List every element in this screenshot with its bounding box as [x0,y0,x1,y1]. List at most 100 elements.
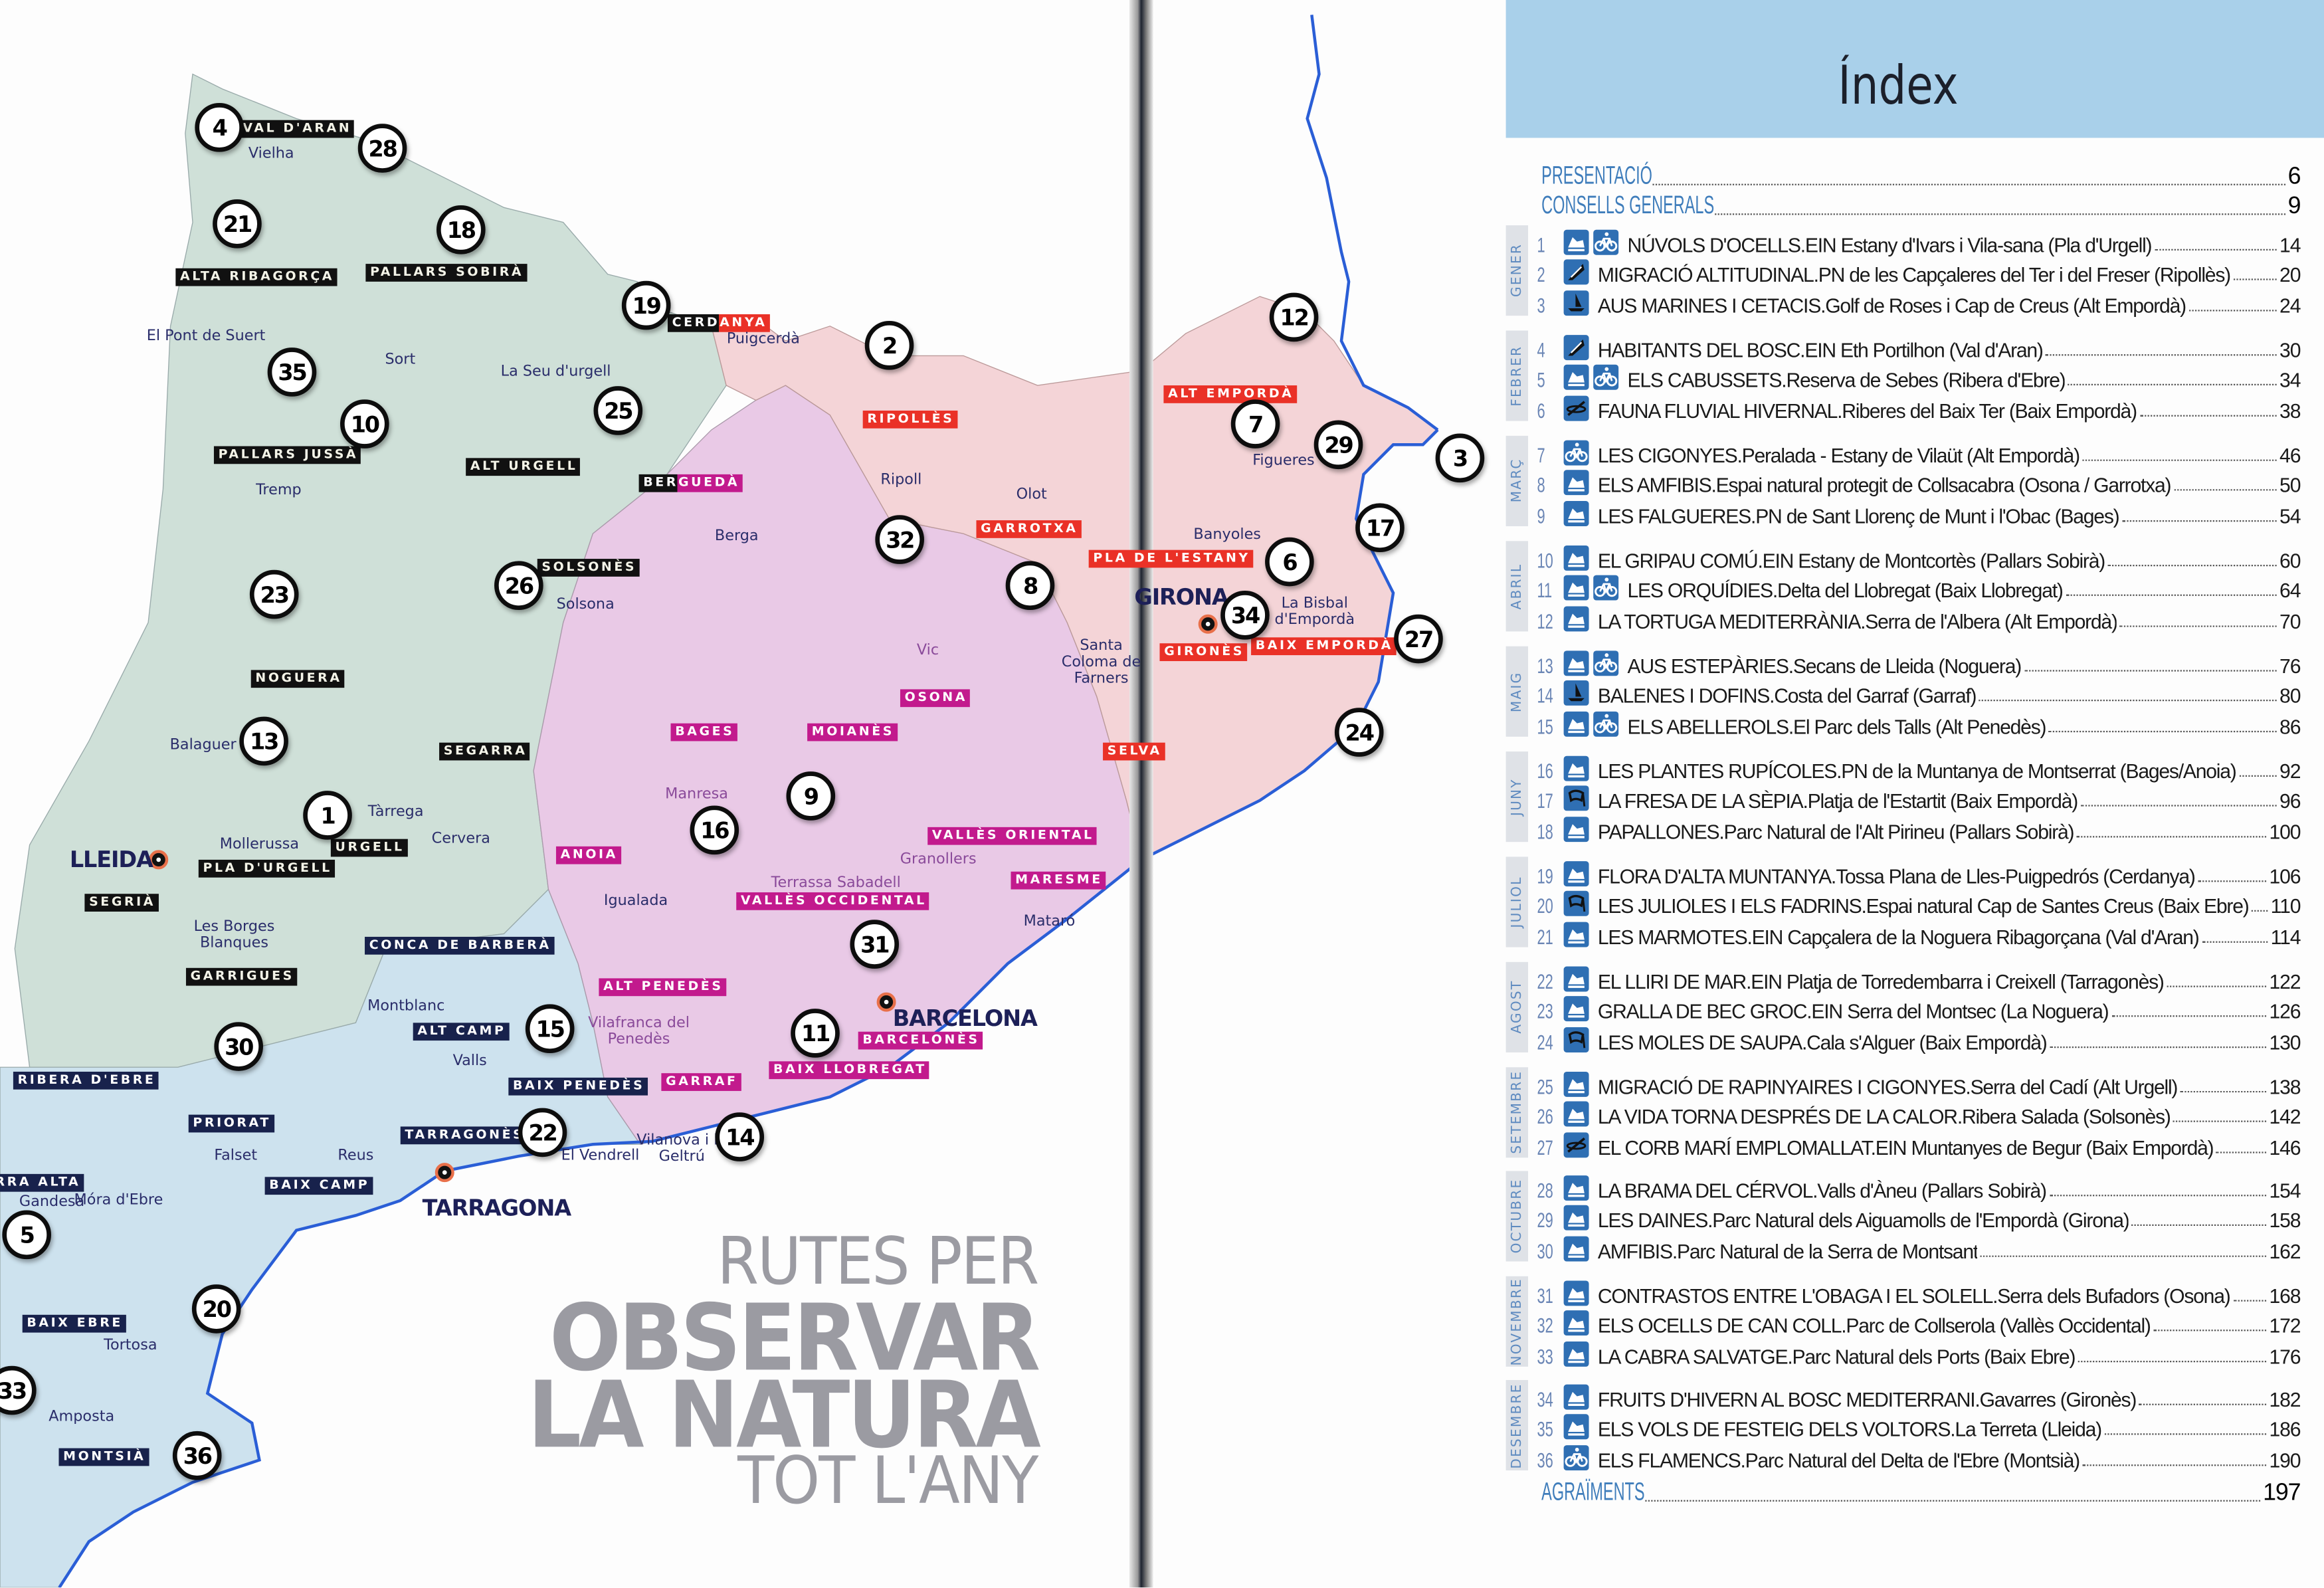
route-marker[interactable]: 30 [214,1022,263,1071]
boat-icon [1563,290,1589,316]
index-route-row[interactable]: 25 MIGRACIÓ DE RAPINYAIRES I CIGONYESSerr… [1537,1070,2301,1098]
index-route-row[interactable]: 30 AMFIBISParc Natural de la Serra de Mon… [1537,1234,2301,1262]
index-route-row[interactable]: 20 LES JULIOLES I ELS FADRINSEspai natura… [1537,890,2301,918]
dot-leader [2068,384,2277,386]
page-number: 176 [2269,1345,2301,1368]
route-marker[interactable]: 36 [172,1431,222,1480]
index-route-row[interactable]: 4 HABITANTS DEL BOSCEIN Eth Portilhon (Va… [1537,334,2301,362]
route-marker[interactable]: 11 [791,1009,840,1058]
index-route-row[interactable]: 17 LA FRESA DE LA SÈPIAPlatja de l'Estart… [1537,785,2301,813]
index-route-row[interactable]: 18 PAPALLONESParc Natural de l'Alt Pirine… [1537,815,2301,843]
route-place: PN de Sant Llorenç de Munt i l'Obac (Bag… [1755,504,2119,528]
index-route-row[interactable]: 36 ELS FLAMENCSParc Natural del Delta de … [1537,1443,2301,1471]
route-marker[interactable]: 8 [1005,561,1055,611]
route-marker[interactable]: 25 [593,386,643,435]
page-number: 76 [2279,655,2301,678]
route-marker[interactable]: 24 [1334,708,1384,757]
index-route-row[interactable]: 16 LES PLANTES RUPÍCOLESPN de la Muntanya… [1537,755,2301,783]
index-route-row[interactable]: 24 LES MOLES DE SAUPACala s'Alguer (Baix … [1537,1025,2301,1053]
index-route-row[interactable]: 14 BALENES I DOFINSCosta del Garraf (Garr… [1537,679,2301,708]
index-front-entry[interactable]: CONSELLS GENERALS 9 [1541,191,2301,221]
route-marker[interactable]: 31 [850,920,900,969]
route-place: La Terreta (Lleida) [1955,1419,2101,1442]
route-marker[interactable]: 27 [1394,614,1443,664]
route-marker[interactable]: 33 [0,1365,37,1415]
index-route-row[interactable]: 29 LES DAINESParc Natural dels Aiguamolls… [1537,1204,2301,1233]
index-route-row[interactable]: 22 EL LLIRI DE MAREIN Platja de Torredemb… [1537,965,2301,993]
town-label: Falset [214,1147,258,1165]
route-number: 4 [1537,338,1545,362]
route-marker[interactable]: 5 [2,1210,51,1260]
index-route-row[interactable]: 13 AUS ESTEPÀRIESSecans de Lleida (Noguer… [1537,649,2301,678]
route-marker[interactable]: 1 [303,791,352,840]
index-route-row[interactable]: 28 LA BRAMA DEL CÉRVOLValls d'Àneu (Palla… [1537,1174,2301,1202]
route-marker[interactable]: 35 [267,347,317,397]
route-marker[interactable]: 20 [191,1284,241,1334]
route-marker[interactable]: 7 [1230,399,1280,448]
index-entry-label: CONSELLS GENERALS [1541,191,1715,220]
route-marker[interactable]: 22 [518,1108,567,1157]
town-label: Amposta [48,1409,115,1426]
index-route-row[interactable]: 23 GRALLA DE BEC GROCEIN Serra del Montse… [1537,995,2301,1023]
route-marker[interactable]: 18 [436,205,486,254]
dot-leader [1981,1254,2266,1256]
index-route-row[interactable]: 34 FRUITS D'HIVERN AL BOSC MEDITERRANIGav… [1537,1383,2301,1411]
route-marker[interactable]: 6 [1265,537,1314,587]
route-marker[interactable]: 34 [1220,591,1270,640]
route-marker[interactable]: 4 [195,103,244,152]
route-marker[interactable]: 26 [494,561,543,611]
index-route-row[interactable]: 5 ELS CABUSSETSReserva de Sebes (Ribera d… [1537,363,2301,392]
index-route-row[interactable]: 33 LA CABRA SALVATGEParc Natural dels Por… [1537,1340,2301,1368]
comarca-label: CONCA DE BARBERÀ [365,936,555,955]
index-route-row[interactable]: 35 ELS VOLS DE FESTEIG DELS VOLTORSLa Ter… [1537,1413,2301,1442]
hiking-icon [1563,1280,1589,1306]
route-title: ELS CABUSSETS [1628,369,1787,391]
route-marker[interactable]: 10 [339,399,389,448]
index-route-row[interactable]: 3 AUS MARINES I CETACISGolf de Roses i Ca… [1537,288,2301,317]
index-route-row[interactable]: 12 LA TORTUGA MEDITERRÀNIASerra de l'Albe… [1537,604,2301,633]
index-route-row[interactable]: 32 ELS OCELLS DE CAN COLLParc de Collsero… [1537,1310,2301,1338]
route-title: LA FRESA DE LA SÈPIA [1598,791,1808,813]
index-route-row[interactable]: 21 LES MARMOTESEIN Capçalera de la Noguer… [1537,920,2301,948]
month-name: ABRIL [1509,563,1525,610]
route-marker[interactable]: 9 [786,771,836,821]
route-marker[interactable]: 29 [1313,420,1363,470]
route-marker[interactable]: 17 [1355,503,1404,553]
route-marker[interactable]: 13 [239,716,288,766]
route-marker[interactable]: 19 [621,280,671,330]
index-route-row[interactable]: 11 LES ORQUÍDIESDelta del Llobregat (Baix… [1537,574,2301,602]
index-route-row[interactable]: 7 LES CIGONYESPeralada - Estany de Vilaüt… [1537,439,2301,467]
dot-leader [1652,183,2285,185]
route-number: 20 [1537,894,1553,918]
route-marker[interactable]: 21 [213,199,262,248]
index-entry-label: PRESENTACIÓ [1541,161,1652,190]
index-route-row[interactable]: 1 NÚVOLS D'OCELLSEIN Estany d'Ivars i Vil… [1537,229,2301,256]
index-route-row[interactable]: 15 ELS ABELLEROLSEl Parc dels Talls (Alt … [1537,710,2301,738]
index-route-row[interactable]: 9 LES FALGUERESPN de Sant Llorenç de Munt… [1537,499,2301,528]
route-marker[interactable]: 15 [525,1004,575,1054]
index-back-entry[interactable]: AGRAÏMENTS 197 [1541,1478,2301,1508]
route-place: EIN Estany d'Ivars i Vila-sana (Pla d'Ur… [1804,234,2152,256]
index-route-row[interactable]: 19 FLORA D'ALTA MUNTANYATossa Plana de Ll… [1537,860,2301,888]
dot-leader [2202,940,2268,942]
capital-label: TARRAGONA [422,1195,571,1222]
route-marker[interactable]: 2 [864,320,914,370]
route-marker[interactable]: 16 [690,805,739,855]
route-marker[interactable]: 32 [875,515,924,564]
index-front-entry[interactable]: PRESENTACIÓ 6 [1541,161,2301,191]
route-marker[interactable]: 14 [715,1112,765,1161]
route-marker[interactable]: 3 [1435,433,1485,483]
index-route-row[interactable]: 26 LA VIDA TORNA DESPRÉS DE LA CALORRiber… [1537,1100,2301,1128]
route-marker[interactable]: 12 [1269,292,1319,342]
route-marker[interactable]: 23 [249,569,299,619]
index-route-row[interactable]: 10 EL GRIPAU COMÚEIN Estany de Montcortès… [1537,544,2301,572]
month-label: SETEMBRE [1505,1067,1529,1158]
index-route-row[interactable]: 27 EL CORB MARÍ EMPLOMALLATEIN Muntanyes … [1537,1130,2301,1159]
index-route-row[interactable]: 31 CONTRASTOS ENTRE L'OBAGA I EL SOLELLSe… [1537,1279,2301,1308]
dot-leader [1714,213,2285,215]
route-title: LES MOLES DE SAUPA [1598,1031,1806,1053]
index-route-row[interactable]: 2 MIGRACIÓ ALTITUDINALPN de les Capçalere… [1537,258,2301,286]
index-route-row[interactable]: 6 FAUNA FLUVIAL HIVERNALRiberes del Baix … [1537,394,2301,422]
route-marker[interactable]: 28 [357,124,407,173]
index-route-row[interactable]: 8 ELS AMFIBISEspai natural protegit de Co… [1537,469,2301,497]
